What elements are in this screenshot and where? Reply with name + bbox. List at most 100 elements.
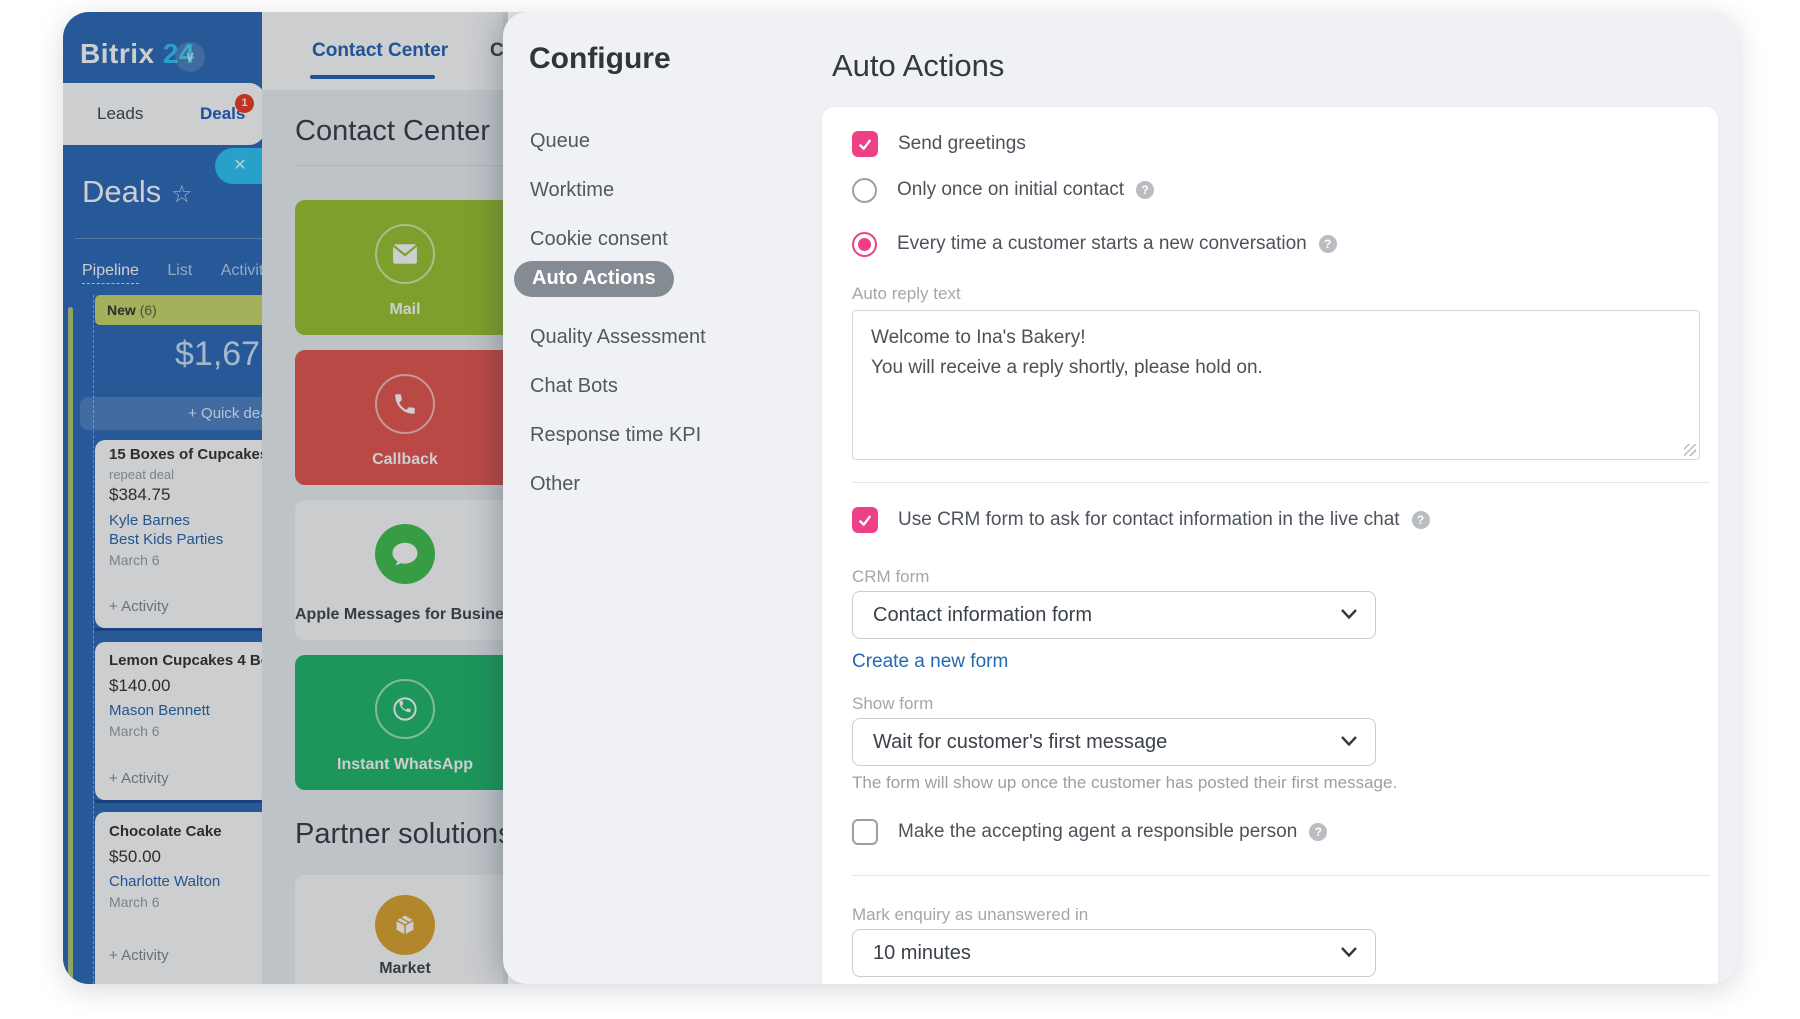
menu-item-worktime[interactable]: Worktime	[530, 179, 615, 201]
partner-solutions-heading: Partner solutions	[295, 818, 503, 850]
auto-actions-title: Auto Actions	[832, 48, 1005, 83]
mail-tile[interactable]: Mail	[295, 200, 503, 335]
deal-company-link[interactable]: Best Kids Parties	[109, 531, 224, 548]
tile-label: Apple Messages for Business	[295, 606, 503, 623]
check-icon	[858, 139, 872, 151]
chevron-down-icon[interactable]: ∨	[175, 42, 205, 72]
deal-contact-link[interactable]: Charlotte Walton	[109, 873, 221, 890]
every-time-option-row: Every time a customer starts a new conve…	[852, 229, 1337, 259]
divider	[75, 238, 262, 239]
chevron-down-icon	[1341, 947, 1357, 958]
deals-view-tabs: Pipeline List Activity	[82, 262, 262, 284]
auto-actions-card: Send greetings Only once on initial cont…	[822, 107, 1718, 984]
divider	[852, 482, 1710, 483]
send-greetings-label: Send greetings	[898, 133, 1026, 154]
stage-count: (6)	[139, 302, 157, 318]
deal-amount: $384.75	[109, 485, 171, 504]
textarea-resize-grip[interactable]	[1684, 444, 1696, 456]
chevron-down-icon	[1341, 736, 1357, 747]
column-dashed-edge	[93, 295, 94, 984]
contact-center-heading: Contact Center	[295, 115, 491, 147]
menu-item-cookie-consent[interactable]: Cookie consent	[530, 228, 668, 250]
deal-title[interactable]: 15 Boxes of Cupcakes	[109, 446, 262, 463]
tab-contact-center[interactable]: Contact Center	[312, 40, 449, 61]
tab-pipeline[interactable]: Pipeline	[82, 262, 139, 284]
help-icon[interactable]: ?	[1318, 235, 1337, 253]
stage-name: New	[107, 302, 136, 318]
menu-item-queue[interactable]: Queue	[530, 130, 591, 152]
apple-messages-tile[interactable]: Apple Messages for Business	[295, 500, 503, 640]
unanswered-value: 10 minutes	[873, 942, 971, 964]
mail-icon	[375, 224, 435, 284]
unanswered-select[interactable]: 10 minutes	[852, 929, 1376, 977]
close-icon[interactable]: ✕	[215, 148, 262, 184]
help-icon[interactable]: ?	[1309, 823, 1328, 841]
send-greetings-checkbox[interactable]	[852, 131, 878, 157]
help-icon[interactable]: ?	[1136, 181, 1155, 199]
deals-notification-badge: 1	[235, 94, 254, 113]
responsible-checkbox[interactable]	[852, 819, 878, 845]
deals-kanban-sidebar: Bitrix 24 ∨ Leads Deals 1 ✕ Deals ☆ Pipe…	[63, 12, 262, 984]
divider	[295, 165, 503, 166]
deal-amount: $50.00	[109, 847, 161, 866]
show-form-label: Show form	[852, 694, 934, 713]
tab-activity[interactable]: Activity	[220, 262, 262, 279]
add-activity-button[interactable]: + Activity	[109, 947, 169, 964]
show-form-select[interactable]: Wait for customer's first message	[852, 718, 1376, 766]
crm-form-select[interactable]: Contact information form	[852, 591, 1376, 639]
use-crm-form-checkbox[interactable]	[852, 507, 878, 533]
star-icon[interactable]: ☆	[171, 181, 193, 208]
tab-crm[interactable]: CRM	[490, 40, 503, 61]
crm-form-label: CRM form	[852, 567, 930, 586]
show-form-value: Wait for customer's first message	[873, 731, 1168, 753]
unanswered-label: Mark enquiry as unanswered in	[852, 905, 1089, 924]
tab-leads[interactable]: Leads	[97, 104, 144, 123]
once-label: Only once on initial contact	[897, 179, 1125, 200]
use-crm-form-row: Use CRM form to ask for contact informat…	[852, 505, 1430, 535]
every-time-label: Every time a customer starts a new conve…	[897, 233, 1307, 254]
contact-center-column: Contact Center CRM Contact Center Mail C…	[262, 12, 503, 984]
menu-item-other[interactable]: Other	[530, 473, 581, 495]
once-radio[interactable]	[852, 177, 877, 203]
menu-item-chat-bots[interactable]: Chat Bots	[530, 375, 618, 397]
add-activity-button[interactable]: + Activity	[109, 598, 169, 615]
chevron-down-icon	[1341, 609, 1357, 620]
quick-deal-button[interactable]: + Quick deal	[80, 397, 262, 430]
column-separator	[95, 800, 262, 803]
callback-tile[interactable]: Callback	[295, 350, 503, 485]
deal-date: March 6	[109, 552, 160, 568]
every-time-radio[interactable]	[852, 231, 877, 257]
send-greetings-row: Send greetings	[852, 129, 1026, 159]
menu-item-auto-actions-active[interactable]: Auto Actions	[514, 261, 674, 297]
menu-item-quality-assessment[interactable]: Quality Assessment	[530, 326, 706, 348]
create-form-link[interactable]: Create a new form	[852, 651, 1009, 672]
deal-title[interactable]: Lemon Cupcakes 4 Boxes	[109, 652, 262, 669]
page-title: Deals	[82, 174, 162, 209]
crm-entity-tabs: Leads Deals 1	[63, 83, 262, 145]
deal-card[interactable]: Chocolate Cake $50.00 Charlotte Walton M…	[95, 812, 262, 984]
stage-header-new[interactable]: New (6)	[95, 295, 262, 325]
deal-card[interactable]: 15 Boxes of Cupcakes repeat deal $384.75…	[95, 440, 262, 628]
bitrix24-logo[interactable]: Bitrix 24	[80, 38, 195, 70]
deal-contact-link[interactable]: Kyle Barnes	[109, 512, 190, 529]
use-crm-form-label: Use CRM form to ask for contact informat…	[898, 509, 1400, 530]
callback-phone-icon	[375, 374, 435, 434]
add-activity-button[interactable]: + Activity	[109, 770, 169, 787]
column-separator	[95, 628, 262, 631]
instant-whatsapp-tile[interactable]: Instant WhatsApp	[295, 655, 503, 790]
deal-title[interactable]: Chocolate Cake	[109, 823, 222, 840]
once-option-row: Only once on initial contact ?	[852, 175, 1155, 205]
top-tab-bar: Contact Center CRM	[262, 12, 503, 90]
logo-brand-text: Bitrix	[80, 38, 155, 69]
menu-item-response-time-kpi[interactable]: Response time KPI	[530, 424, 702, 446]
tab-list[interactable]: List	[167, 262, 193, 279]
auto-reply-textarea[interactable]: Welcome to Ina's Bakery! You will receiv…	[852, 310, 1700, 460]
tab-deals[interactable]: Deals	[200, 104, 246, 123]
market-tile[interactable]: Market	[295, 875, 503, 984]
responsible-label: Make the accepting agent a responsible p…	[898, 821, 1298, 842]
deal-card[interactable]: Lemon Cupcakes 4 Boxes $140.00 Mason Ben…	[95, 642, 262, 800]
deal-contact-link[interactable]: Mason Bennett	[109, 702, 210, 719]
chat-bubble-icon	[375, 524, 435, 584]
help-icon[interactable]: ?	[1411, 511, 1430, 529]
market-cube-icon	[375, 895, 435, 955]
